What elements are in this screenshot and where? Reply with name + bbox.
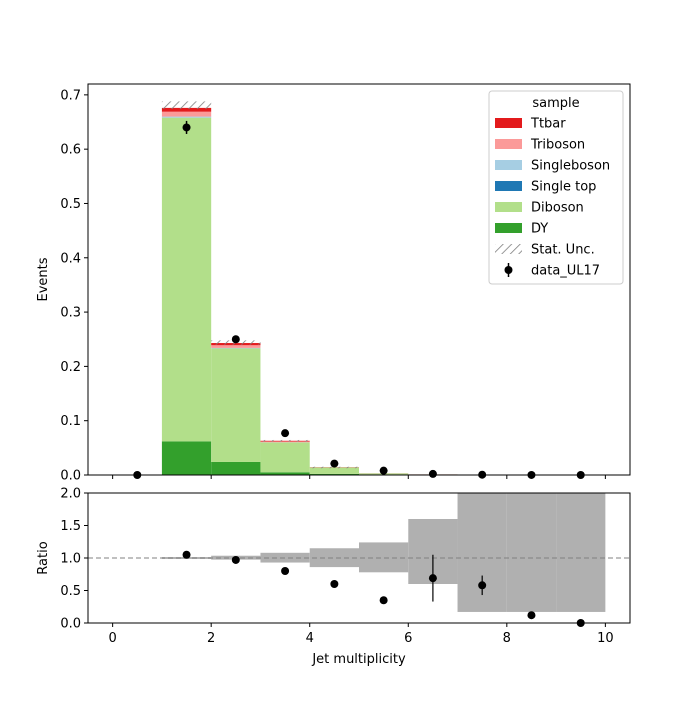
- legend-label: DY: [531, 222, 548, 237]
- x-tick-label: 6: [404, 631, 412, 646]
- ratio-point: [478, 581, 486, 589]
- ratio-x-ticks: 0 2 4 6 8 10: [108, 623, 613, 646]
- legend-swatch: [495, 139, 522, 149]
- y-tick-label: 0.0: [60, 617, 81, 632]
- bar-segment: [162, 441, 211, 475]
- bar-segment: [211, 348, 260, 461]
- legend-label: Triboson: [530, 138, 585, 153]
- y-tick-label: 0.6: [60, 143, 81, 158]
- ratio-y-axis-label: Ratio: [36, 541, 51, 574]
- bar-segment: [211, 348, 260, 349]
- y-tick-label: 0.4: [60, 251, 81, 266]
- bar-segment: [162, 117, 211, 118]
- ratio-unc-band: [162, 493, 605, 612]
- x-tick-label: 2: [207, 631, 215, 646]
- ratio-point: [281, 567, 289, 575]
- x-tick-label: 4: [306, 631, 314, 646]
- bar-segment: [310, 467, 359, 474]
- bar-segment: [211, 462, 260, 475]
- x-tick-label: 0: [108, 631, 116, 646]
- legend-label: Stat. Unc.: [531, 243, 595, 258]
- ratio-point: [183, 551, 191, 559]
- y-tick-label: 0.3: [60, 306, 81, 321]
- legend: sample Ttbar Triboson Singleboson Single top…: [489, 91, 623, 284]
- stat-unc-box: [162, 101, 211, 109]
- ratio-point: [429, 574, 437, 582]
- bar-segment: [260, 442, 309, 472]
- legend-label: Single top: [531, 180, 596, 195]
- y-tick-label: 0.1: [60, 414, 81, 429]
- legend-label: Diboson: [531, 201, 584, 216]
- data-point: [183, 123, 191, 131]
- y-tick-label: 0.7: [60, 88, 81, 103]
- main-y-axis-label: Events: [36, 257, 51, 301]
- data-point: [380, 467, 388, 475]
- ratio-band-segment: [507, 493, 556, 612]
- ratio-point: [232, 556, 240, 564]
- y-tick-label: 1.0: [60, 552, 81, 567]
- data-point: [232, 335, 240, 343]
- ratio-y-ticks: 0.0 0.5 1.0 1.5 2.0: [60, 487, 88, 632]
- data-point: [330, 460, 338, 468]
- data-point: [281, 429, 289, 437]
- y-tick-label: 2.0: [60, 487, 81, 502]
- main-y-ticks: 0.0 0.1 0.2 0.3 0.4 0.5 0.6 0.7: [60, 88, 88, 483]
- ratio-band-segment: [359, 542, 408, 572]
- series-diboson: [162, 118, 507, 475]
- y-tick-label: 0.0: [60, 469, 81, 484]
- y-tick-label: 0.5: [60, 584, 81, 599]
- legend-swatch: [495, 181, 522, 191]
- legend-marker: [505, 266, 513, 274]
- legend-swatch: [495, 160, 522, 170]
- ratio-point: [330, 580, 338, 588]
- ratio-panel: 0.0 0.5 1.0 1.5 2.0 0 2 4 6 8 10 Ratio Jet multiplic…: [36, 487, 630, 668]
- ratio-point: [527, 611, 535, 619]
- legend-swatch: [495, 223, 522, 233]
- x-tick-label: 10: [597, 631, 614, 646]
- main-panel: 0.0 0.1 0.2 0.3 0.4 0.5 0.6 0.7 Events sample Ttba…: [36, 84, 630, 484]
- legend-title: sample: [532, 96, 579, 111]
- legend-swatch: [495, 202, 522, 212]
- legend-swatch: [495, 118, 522, 128]
- ratio-point: [380, 596, 388, 604]
- stack-bars: [162, 108, 507, 475]
- y-tick-label: 0.5: [60, 197, 81, 212]
- legend-label: data_UL17: [531, 264, 600, 279]
- x-tick-label: 8: [503, 631, 511, 646]
- bar-segment: [211, 345, 260, 348]
- bar-segment: [162, 118, 211, 442]
- y-tick-label: 1.5: [60, 519, 81, 534]
- data-point: [429, 470, 437, 478]
- legend-label: Singleboson: [531, 159, 610, 174]
- y-tick-label: 0.2: [60, 360, 81, 375]
- stat-unc-box: [260, 440, 309, 442]
- legend-label: Ttbar: [530, 117, 566, 132]
- x-axis-label: Jet multiplicity: [311, 652, 406, 667]
- ratio-band-segment: [556, 493, 605, 612]
- legend-swatch-hatch: [495, 244, 522, 254]
- ratio-band-segment: [310, 548, 359, 567]
- bar-segment: [162, 112, 211, 117]
